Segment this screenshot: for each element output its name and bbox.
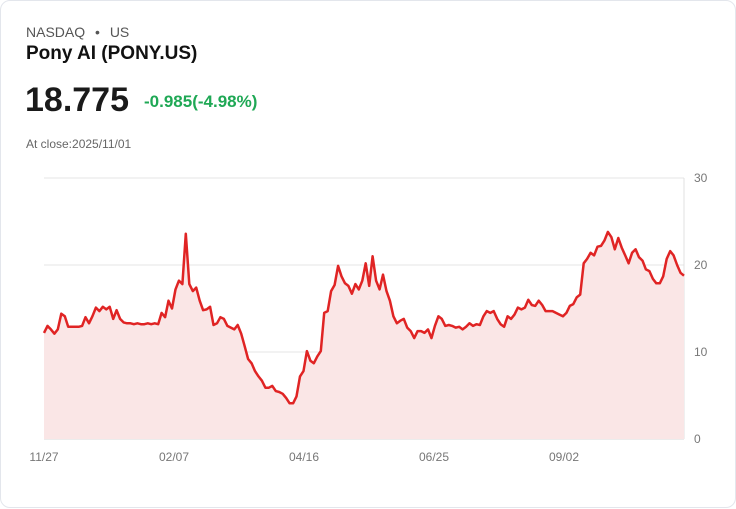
y-tick-label: 20 (694, 258, 708, 272)
x-tick-label: 06/25 (419, 450, 449, 464)
stock-name: Pony AI (PONY.US) (26, 43, 198, 64)
y-tick-label: 0 (694, 432, 701, 446)
y-tick-label: 10 (694, 345, 708, 359)
exchange-line: NASDAQ • US (26, 24, 129, 40)
price-area (44, 231, 684, 439)
x-tick-label: 11/27 (29, 450, 58, 464)
x-tick-label: 04/16 (289, 450, 319, 464)
close-label: At close:2025/11/01 (26, 137, 132, 151)
price-change: -0.985(-4.98%) (144, 92, 258, 111)
y-tick-label: 30 (694, 171, 708, 185)
price-line (42, 230, 685, 405)
market: US (109, 24, 130, 40)
separator: • (95, 24, 100, 40)
x-tick-label: 02/07 (159, 450, 189, 464)
price: 18.775 (25, 81, 129, 119)
exchange: NASDAQ (26, 24, 86, 40)
x-tick-label: 09/02 (549, 450, 579, 464)
